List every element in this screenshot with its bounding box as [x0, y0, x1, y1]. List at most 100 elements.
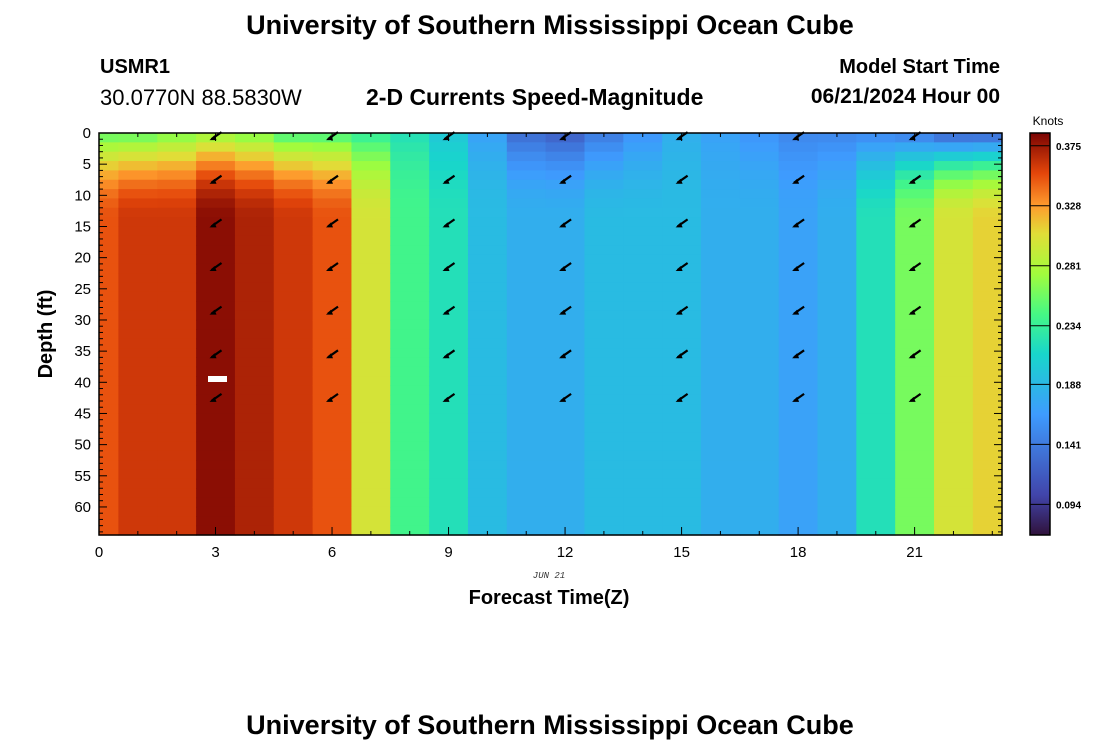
heatmap-cell: [390, 376, 430, 387]
heatmap-cell: [234, 488, 275, 499]
heatmap-cell: [157, 151, 197, 162]
currents-plot: 0 3 6 9 12 15 18 21 0 5 10 15 20 25 30 35 40 45 50 55 60 Fo…: [35, 114, 1081, 609]
x-tick-label: 6: [328, 544, 336, 561]
heatmap-cell: [467, 348, 508, 358]
heatmap-cell: [234, 450, 275, 461]
heatmap-cell: [351, 151, 391, 162]
heatmap-cell: [701, 488, 741, 499]
heatmap-cell: [545, 357, 586, 368]
heatmap-cell: [701, 310, 741, 321]
current-vector: [326, 174, 339, 184]
heatmap-cell: [429, 282, 469, 293]
heatmap-cell: [118, 394, 158, 405]
heatmap-cell: [273, 394, 314, 405]
heatmap-cell: [778, 245, 819, 256]
heatmap-cell: [934, 385, 974, 396]
heatmap-cell: [390, 319, 430, 330]
heatmap-cell: [934, 394, 974, 405]
heatmap-cell: [351, 291, 391, 302]
heatmap-cell: [118, 282, 158, 293]
x-tick-label: 15: [673, 544, 690, 561]
heatmap-cell: [662, 226, 702, 237]
heatmap-cell: [662, 357, 702, 368]
heatmap-cell: [429, 432, 469, 443]
heatmap-cell: [273, 319, 314, 330]
heatmap-cell: [157, 497, 197, 508]
heatmap-cell: [157, 263, 197, 274]
heatmap-cell: [312, 441, 353, 452]
heatmap-cell: [273, 217, 314, 228]
heatmap-cell: [429, 161, 469, 171]
heatmap-cell: [623, 282, 663, 293]
heatmap-cell: [662, 329, 702, 340]
y-tick-label: 5: [83, 156, 91, 173]
heatmap-cell: [99, 254, 120, 265]
heatmap-cell: [895, 282, 935, 293]
heatmap-cell: [234, 441, 275, 452]
heatmap-cell: [196, 226, 236, 237]
heatmap-cell: [895, 460, 935, 471]
heatmap-cell: [701, 413, 741, 424]
heatmap-cell: [623, 319, 663, 330]
heatmap-cell: [506, 273, 547, 284]
heatmap-cell: [856, 432, 896, 443]
heatmap-cell: [234, 263, 275, 274]
heatmap-cell: [972, 488, 1003, 499]
heatmap-cell: [312, 319, 353, 330]
heatmap-cell: [506, 357, 547, 368]
heatmap-cell: [351, 422, 391, 433]
current-vector: [908, 218, 922, 228]
current-vector: [792, 218, 805, 228]
heatmap-cell: [506, 525, 547, 536]
heatmap-cell: [506, 376, 547, 387]
heatmap-cell: [972, 207, 1003, 218]
heatmap-cell: [506, 394, 547, 405]
heatmap-cell: [972, 170, 1003, 181]
heatmap-cell: [196, 310, 236, 321]
heatmap-cell: [545, 282, 586, 293]
heatmap-cell: [157, 207, 197, 218]
heatmap-cell: [157, 245, 197, 256]
heatmap-cell: [662, 404, 702, 415]
heatmap-cell: [972, 422, 1003, 433]
heatmap-cell: [701, 301, 741, 312]
heatmap-cell: [99, 207, 120, 218]
y-tick-label: 50: [74, 437, 91, 454]
heatmap-cell: [390, 179, 430, 190]
heatmap-cell: [351, 133, 391, 143]
heatmap-cell: [623, 226, 663, 237]
heatmap-cell: [273, 385, 314, 396]
heatmap-cell: [584, 226, 624, 237]
station-coordinates: 30.0770N 88.5830W: [100, 85, 302, 110]
heatmap-cell: [778, 310, 819, 321]
heatmap-cell: [934, 422, 974, 433]
heatmap-cell: [662, 497, 702, 508]
heatmap-cell: [390, 207, 430, 218]
heatmap-cell: [623, 142, 663, 153]
heatmap-cell: [467, 189, 508, 200]
heatmap-cell: [506, 161, 547, 171]
heatmap-cell: [273, 142, 314, 153]
current-vector: [209, 174, 223, 184]
heatmap-cell: [739, 469, 780, 480]
heatmap-cell: [739, 282, 780, 293]
heatmap-cell: [778, 497, 819, 508]
heatmap-cell: [856, 478, 896, 489]
heatmap-cell: [99, 189, 120, 200]
heatmap-cell: [895, 291, 935, 302]
heatmap-cell: [467, 469, 508, 480]
heatmap-cell: [623, 235, 663, 246]
heatmap-cell: [701, 348, 741, 358]
current-vector: [675, 305, 689, 315]
heatmap-cell: [817, 376, 857, 387]
heatmap-cell: [196, 179, 236, 190]
heatmap-cell: [623, 422, 663, 433]
current-vector: [209, 349, 223, 359]
current-vector: [442, 305, 456, 315]
heatmap-cell: [273, 357, 314, 368]
heatmap-cell: [817, 366, 857, 377]
heatmap-cell: [99, 385, 120, 396]
heatmap-cell: [429, 263, 469, 274]
heatmap-cell: [545, 422, 586, 433]
heatmap-cell: [778, 488, 819, 499]
